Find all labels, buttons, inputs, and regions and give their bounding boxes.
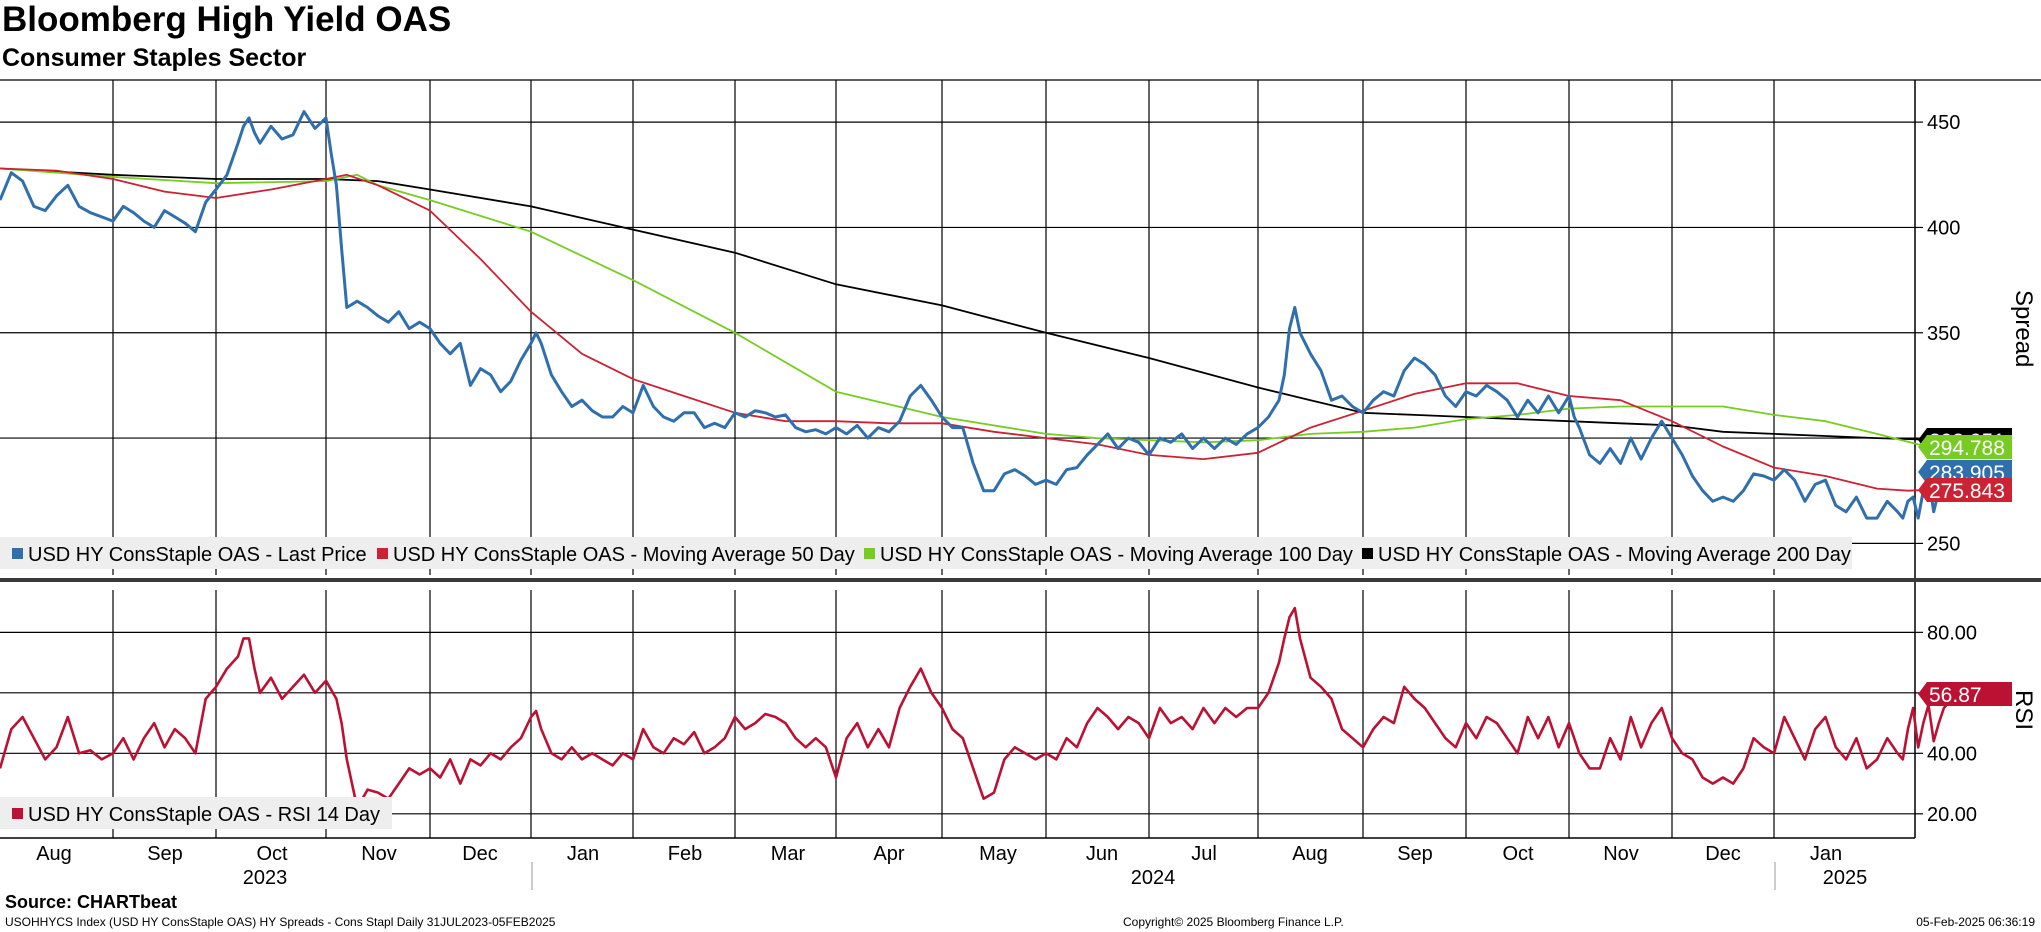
y-tick-label: 450 [1927, 112, 1960, 134]
legend-swatch [12, 548, 23, 559]
series-line [0, 606, 1951, 810]
legend-swatch [377, 548, 388, 559]
y-axis-title-spread: Spread [2010, 290, 2037, 367]
x-tick-label: Oct [1502, 843, 1534, 865]
x-tick-label: Jul [1191, 843, 1217, 865]
last-value-tag-shape [1918, 478, 2012, 502]
x-tick-label: Oct [256, 843, 288, 865]
x-tick-label: Nov [1603, 843, 1639, 865]
panel-divider [0, 578, 2041, 582]
legend-swatch [1362, 548, 1373, 559]
year-label: 2025 [1823, 867, 1868, 889]
last-value-tag: 275.843 [1918, 478, 2012, 503]
legend-label: USD HY ConsStaple OAS - RSI 14 Day [28, 804, 380, 826]
last-value-tag-shape [1918, 682, 2012, 706]
legend-label: USD HY ConsStaple OAS - Moving Average 1… [880, 544, 1353, 566]
x-tick-label: Aug [1292, 843, 1328, 865]
y-tick-label: 400 [1927, 217, 1960, 239]
copyright: Copyright© 2025 Bloomberg Finance L.P. [1123, 915, 1344, 929]
index-info: USOHHYCS Index (USD HY ConsStaple OAS) H… [5, 915, 556, 929]
x-tick-label: Jan [1810, 843, 1842, 865]
timestamp: 05-Feb-2025 06:36:19 [1916, 915, 2035, 929]
series-line [0, 167, 1950, 492]
chart-title: Bloomberg High Yield OAS [2, 0, 452, 39]
x-tick-label: May [979, 843, 1017, 865]
x-tick-label: Jan [567, 843, 599, 865]
x-tick-label: Mar [771, 843, 806, 865]
series-line [0, 167, 1950, 450]
last-value-label: 56.87 [1929, 684, 1982, 707]
y-tick-label: 80.00 [1927, 622, 1977, 644]
y-tick-label: 40.00 [1927, 743, 1977, 765]
last-value-tag-shape [1918, 435, 2012, 459]
legend-swatch [864, 548, 875, 559]
y-tick-label: 250 [1927, 533, 1960, 555]
legend-label: USD HY ConsStaple OAS - Moving Average 5… [393, 544, 855, 566]
x-tick-label: Dec [1705, 843, 1741, 865]
x-tick-label: Apr [873, 843, 904, 865]
y-tick-label: 350 [1927, 323, 1960, 345]
last-value-tag: 294.788 [1918, 435, 2012, 460]
legend-swatch [12, 808, 23, 819]
x-tick-label: Jun [1086, 843, 1118, 865]
series-line [0, 110, 1951, 520]
x-tick-label: Dec [462, 843, 498, 865]
year-label: 2023 [243, 867, 288, 889]
y-axis-title-rsi: RSI [2010, 690, 2037, 730]
legend-label: USD HY ConsStaple OAS - Last Price [28, 544, 367, 566]
legend-background [0, 797, 392, 829]
x-tick-label: Sep [1397, 843, 1433, 865]
last-value-label: 275.843 [1929, 480, 2005, 503]
legend-background [0, 537, 1852, 569]
x-tick-label: Aug [36, 843, 72, 865]
x-tick-label: Nov [361, 843, 397, 865]
year-label: 2024 [1131, 867, 1176, 889]
last-value-label: 294.788 [1929, 437, 2005, 460]
x-tick-label: Sep [147, 843, 183, 865]
x-tick-label: Feb [668, 843, 702, 865]
y-tick-label: 20.00 [1927, 804, 1977, 826]
chart-subtitle: Consumer Staples Sector [2, 44, 307, 72]
source-note: Source: CHARTbeat [5, 892, 178, 912]
legend-label: USD HY ConsStaple OAS - Moving Average 2… [1378, 544, 1851, 566]
series-line [0, 167, 1950, 442]
